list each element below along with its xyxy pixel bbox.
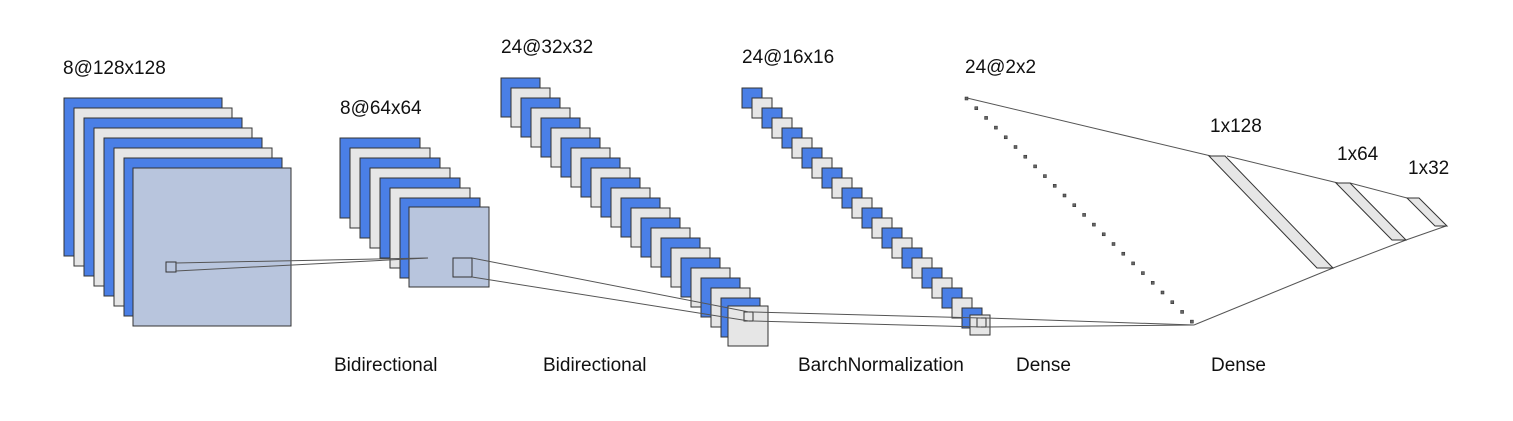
conv5-map (1121, 251, 1126, 256)
connection-line (471, 257, 750, 313)
conv5-map (1033, 164, 1037, 169)
dense-connection-line (1405, 225, 1447, 241)
fc2-vector (1334, 182, 1408, 241)
layer-label-fc3: 1x32 (1408, 158, 1449, 179)
connection-line (471, 276, 750, 322)
conv5-map (974, 106, 979, 110)
conv5-map (1072, 203, 1077, 207)
connection-line (752, 320, 982, 328)
layer-label-fc1: 1x128 (1210, 116, 1262, 137)
diagram-labels: 8@128x128 8@64x64 24@32x32 24@16x16 24@2… (63, 37, 1449, 376)
conv5-map (1082, 213, 1086, 217)
dense-connection-line (1226, 155, 1339, 184)
conv5-map (994, 125, 998, 130)
conv5-map (1023, 154, 1028, 159)
fc1-vector (1207, 155, 1335, 269)
conv5-map (1101, 232, 1106, 237)
connection-line (752, 311, 982, 319)
layer-label-fc2: 1x64 (1337, 144, 1379, 165)
conv2-map-overlay (408, 206, 490, 288)
layer-label-conv1: 8@128x128 (63, 58, 166, 79)
layer-label-conv4: 24@16x16 (742, 47, 834, 68)
operation-label-dense-1: Dense (1016, 355, 1071, 376)
conv5-map (1131, 261, 1135, 266)
conv4-kernel (976, 317, 987, 328)
layer-label-conv5: 24@2x2 (965, 57, 1036, 78)
conv5-map (1003, 135, 1008, 140)
conv5-map (1062, 193, 1067, 198)
conv5-map (1141, 271, 1145, 275)
conv1-map-overlay (132, 167, 292, 327)
dense-connection-line (1349, 182, 1408, 199)
connection-line (985, 324, 1195, 328)
conv5-map (1013, 145, 1018, 149)
conv5-map (1052, 184, 1057, 188)
conv5-map (1160, 290, 1165, 295)
conv5-map (984, 116, 988, 120)
conv4-map-last (969, 314, 991, 336)
operation-label-bidirectional-2: Bidirectional (543, 355, 647, 376)
conv5-map (1150, 281, 1155, 285)
dense-connection-line (1332, 239, 1407, 269)
conv5-map (1111, 242, 1116, 246)
dense-connection-line (966, 97, 1212, 157)
operation-label-dense-2: Dense (1211, 355, 1266, 376)
layer-label-conv2: 8@64x64 (340, 98, 422, 119)
diagram-shapes (63, 77, 1449, 347)
connection-line (985, 317, 1195, 326)
connection-line (175, 257, 429, 272)
layer-label-conv3: 24@32x32 (501, 37, 593, 58)
connection-line (175, 257, 429, 264)
fc3-vector (1405, 197, 1449, 227)
operation-label-batch-normalization: BarchNormalization (798, 355, 964, 376)
conv5-map (1180, 310, 1184, 314)
conv1-kernel (165, 261, 177, 273)
conv2-kernel (452, 257, 473, 278)
conv5-map (1170, 300, 1175, 304)
conv5-map (1043, 174, 1047, 178)
conv5-map (1190, 319, 1194, 324)
dense-connection-line (1193, 267, 1334, 326)
operation-label-bidirectional-1: Bidirectional (334, 355, 438, 376)
conv5-map (1092, 222, 1096, 227)
